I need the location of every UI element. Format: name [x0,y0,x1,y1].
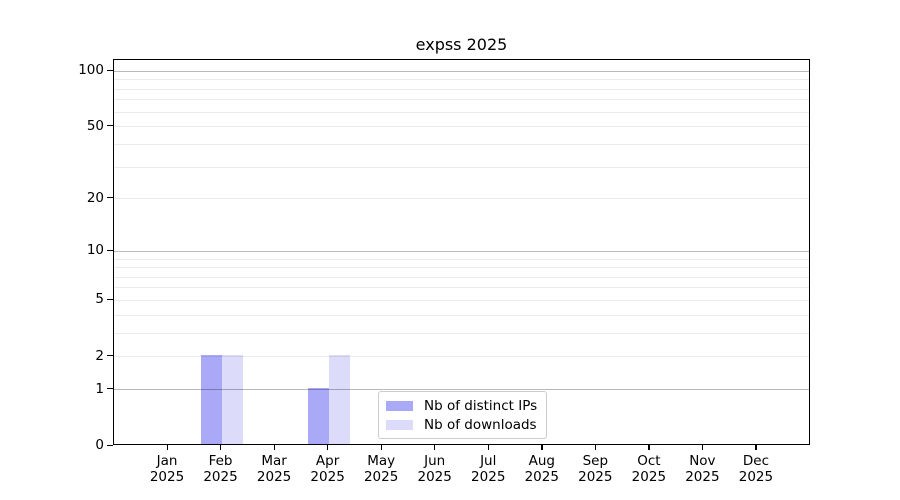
x-tick-month: Nov [689,453,716,469]
gridline-y-4 [114,314,809,316]
legend-item-nb-of-distinct-ips: Nb of distinct IPs [386,397,537,414]
y-tick-label-2: 2 [95,347,104,364]
x-tick-mark-aug [541,445,543,450]
bar-nb-of-distinct-ips-feb [200,354,222,444]
gridline-y-20 [114,198,809,200]
bar-nb-of-downloads-feb [221,354,243,444]
x-tick-year: 2025 [685,469,720,485]
gridline-y-30 [114,166,809,168]
y-tick-mark-20 [107,197,113,199]
legend-label-nb-of-downloads: Nb of downloads [424,416,537,433]
legend-swatch-nb-of-distinct-ips [386,400,413,411]
gridline-y-80 [114,88,809,90]
x-tick-mark-apr [327,445,329,450]
bar-nb-of-distinct-ips-apr [307,387,329,444]
x-tick-label-jan-2025: Jan 2025 [135,453,199,485]
y-tick-mark-5 [107,298,113,301]
y-tick-label-50: 50 [86,117,104,134]
y-tick-mark-1 [107,388,113,390]
y-tick-label-10: 10 [86,242,104,259]
x-tick-year: 2025 [149,469,185,485]
x-tick-mark-sep [594,445,597,450]
x-tick-month: Mar [261,453,287,469]
x-tick-month: Jan [156,453,178,469]
x-tick-month: Dec [742,453,769,469]
x-tick-mark-feb [220,445,222,450]
x-tick-mark-mar [273,445,275,450]
gridline-y-6 [114,287,809,289]
y-tick-mark-2 [107,355,113,357]
y-tick-label-20: 20 [86,189,104,206]
gridline-y-3 [114,332,809,334]
x-tick-month: Aug [528,453,555,469]
x-tick-month: Apr [315,453,340,469]
y-tick-label-5: 5 [95,291,104,308]
x-tick-label-oct-2025: Oct 2025 [617,453,681,485]
x-tick-label-jul-2025: Jul 2025 [456,453,520,485]
x-tick-year: 2025 [417,469,452,485]
legend-item-nb-of-downloads: Nb of downloads [386,416,537,433]
legend-label-nb-of-distinct-ips: Nb of distinct IPs [424,397,538,414]
x-tick-year: 2025 [310,469,345,485]
x-tick-label-jun-2025: Jun 2025 [403,453,467,485]
y-tick-label-0: 0 [95,437,104,453]
bar-nb-of-downloads-apr [328,354,350,444]
gridline-y-8 [114,267,809,269]
x-tick-label-aug-2025: Aug 2025 [510,453,574,485]
x-tick-year: 2025 [578,469,613,485]
gridline-y-60 [114,111,809,113]
x-tick-label-apr-2025: Apr 2025 [296,453,360,485]
x-tick-label-may-2025: May 2025 [349,453,413,485]
gridline-y-50 [114,126,809,128]
x-tick-label-feb-2025: Feb 2025 [189,453,253,485]
x-tick-label-mar-2025: Mar 2025 [242,453,306,485]
x-tick-label-nov-2025: Nov 2025 [670,453,734,485]
x-tick-month: Sep [582,453,609,469]
x-tick-month: May [367,453,396,469]
x-tick-mark-jan [166,445,168,450]
gridline-y-9 [114,258,809,260]
x-tick-mark-jun [434,445,436,450]
gridline-y-70 [114,99,809,101]
y-tick-label-1: 1 [95,380,104,397]
x-tick-mark-dec [755,445,757,450]
y-tick-mark-0 [107,444,113,446]
gridline-y-7 [114,276,809,278]
x-tick-mark-may [380,445,382,450]
y-tick-mark-50 [107,125,113,127]
x-tick-month: Feb [208,453,233,469]
x-tick-month: Oct [637,453,661,469]
x-tick-year: 2025 [363,469,399,485]
gridline-y-40 [114,143,809,145]
x-tick-month: Jul [480,453,497,469]
x-tick-mark-oct [648,445,650,450]
legend-swatch-nb-of-downloads [386,419,413,430]
x-tick-year: 2025 [524,469,559,485]
x-tick-label-sep-2025: Sep 2025 [563,453,627,485]
x-tick-year: 2025 [631,469,667,485]
chart-title: expss 2025 [415,35,508,54]
y-tick-mark-10 [107,249,113,251]
gridline-y-10 [114,250,809,252]
x-tick-month: Jun [424,453,446,469]
x-tick-year: 2025 [738,469,774,485]
x-tick-year: 2025 [256,469,292,485]
y-tick-label-100: 100 [78,62,104,79]
gridline-y-90 [114,79,809,81]
x-tick-year: 2025 [471,469,506,485]
x-tick-mark-jul [487,445,490,450]
gridline-y-5 [114,299,809,301]
gridline-y-100 [114,70,809,72]
y-tick-mark-100 [107,69,113,71]
plot-area [113,59,810,445]
x-tick-year: 2025 [203,469,238,485]
legend: Nb of distinct IPs Nb of downloads [378,391,548,439]
x-tick-mark-nov [701,445,704,450]
x-tick-label-dec-2025: Dec 2025 [724,453,788,485]
